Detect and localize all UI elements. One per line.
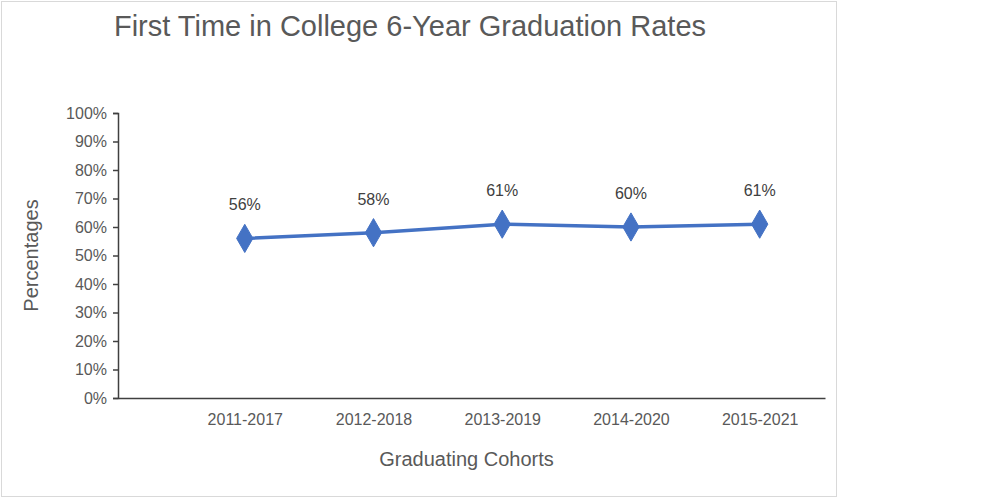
x-axis: 2011-2017 2012-2018 2013-2019 2014-2020 2015…	[119, 398, 826, 428]
data-point	[365, 219, 381, 247]
y-tick-mark	[113, 369, 118, 371]
data-label: 60%	[615, 185, 647, 202]
chart-frame	[2, 2, 837, 497]
y-tick-mark	[113, 312, 118, 314]
chart: 0% 10% 20% 30% 40% 50% 60% 70% 80% 90% 100% 2011-20…	[0, 0, 1000, 500]
data-label: 56%	[229, 196, 261, 213]
y-tick: 30%	[75, 304, 118, 321]
x-tick-label: 2013-2019	[464, 411, 541, 428]
y-tick-label: 40%	[75, 276, 107, 293]
y-axis-line	[113, 114, 119, 399]
y-tick-mark	[113, 255, 118, 257]
x-tick-label: 2014-2020	[593, 411, 670, 428]
data-point	[494, 210, 510, 238]
y-tick-mark	[113, 113, 118, 115]
y-tick-label: 50%	[75, 247, 107, 264]
y-tick: 90%	[75, 133, 118, 150]
x-tick: 2011-2017	[208, 398, 283, 428]
y-tick-label: 90%	[75, 133, 107, 150]
x-tick-label: 2015-2021	[722, 411, 799, 428]
data-point	[623, 213, 639, 241]
y-axis-title: Percentages	[20, 199, 42, 311]
data-label: 61%	[486, 182, 518, 199]
y-tick-label: 100%	[66, 105, 107, 122]
data-label: 61%	[744, 182, 776, 199]
x-tick-label: 2011-2017	[208, 411, 283, 428]
y-tick-label: 20%	[75, 333, 107, 350]
y-tick-mark	[113, 284, 118, 286]
y-tick-label: 10%	[75, 361, 107, 378]
x-tick: 2012-2018	[336, 398, 413, 428]
chart-title: First Time in College 6-Year Graduation …	[114, 10, 706, 42]
chart-title-line: First Time in College 6-Year Graduation …	[114, 10, 706, 42]
y-tick: 60%	[75, 219, 118, 236]
y-tick: 100%	[66, 105, 118, 122]
y-tick: 50%	[75, 247, 118, 264]
data-point	[752, 210, 768, 238]
y-tick-mark	[113, 141, 118, 143]
plot-area	[237, 210, 768, 252]
y-tick-mark	[113, 398, 118, 400]
x-tick: 2013-2019	[464, 398, 541, 428]
y-tick-mark	[113, 227, 118, 229]
data-label: 58%	[357, 191, 389, 208]
y-tick: 80%	[75, 162, 118, 179]
y-tick-label: 60%	[75, 219, 107, 236]
y-tick: 40%	[75, 276, 118, 293]
y-tick: 70%	[75, 190, 118, 207]
y-tick-label: 0%	[84, 390, 107, 407]
data-point	[237, 224, 253, 252]
y-tick: 0%	[84, 390, 118, 407]
y-tick-mark	[113, 170, 118, 172]
data-labels: 56% 58% 61% 60% 61%	[229, 182, 776, 213]
y-axis: 0% 10% 20% 30% 40% 50% 60% 70% 80% 90% 100%	[66, 105, 118, 407]
x-tick: 2015-2021	[722, 398, 799, 428]
y-tick-mark	[113, 341, 118, 343]
x-axis-line	[119, 398, 826, 400]
y-tick-label: 30%	[75, 304, 107, 321]
x-axis-title: Graduating Cohorts	[379, 448, 554, 470]
x-tick: 2014-2020	[593, 398, 670, 428]
y-tick-label: 70%	[75, 190, 107, 207]
y-tick: 10%	[75, 361, 118, 378]
y-tick-label: 80%	[75, 162, 107, 179]
y-tick-mark	[113, 198, 118, 200]
x-tick-label: 2012-2018	[336, 411, 413, 428]
y-tick: 20%	[75, 333, 118, 350]
